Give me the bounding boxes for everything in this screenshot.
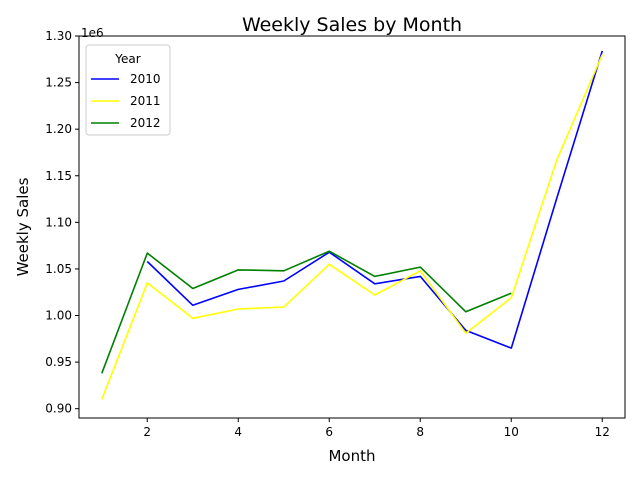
x-axis-label: Month bbox=[328, 447, 375, 465]
chart-title: Weekly Sales by Month bbox=[242, 14, 462, 36]
series-line-2010 bbox=[146, 50, 604, 349]
y-tick-label: 1.10 bbox=[45, 215, 72, 229]
y-tick-label: 1.30 bbox=[45, 29, 72, 43]
legend-items: 2010 2011 2012 bbox=[91, 72, 161, 130]
y-tick-label: 1.00 bbox=[45, 309, 72, 323]
y-tick-label: 1.25 bbox=[45, 76, 72, 90]
series-lines bbox=[101, 50, 604, 400]
x-tick-label: 12 bbox=[595, 425, 610, 439]
y-axis-offset-label: 1e6 bbox=[81, 26, 104, 40]
x-tick-label: 10 bbox=[504, 425, 519, 439]
x-tick-label: 4 bbox=[234, 425, 242, 439]
legend: Year 2010 2011 2012 bbox=[85, 44, 171, 136]
y-tick-label: 1.20 bbox=[45, 122, 72, 136]
y-axis-label: Weekly Sales bbox=[14, 177, 32, 276]
y-tick-label: 0.90 bbox=[45, 402, 72, 416]
legend-label-2012: 2012 bbox=[130, 116, 161, 130]
series-line-2012 bbox=[101, 250, 512, 374]
x-axis-ticks: 2 4 6 8 10 12 bbox=[143, 418, 610, 439]
legend-label-2010: 2010 bbox=[130, 72, 161, 86]
x-tick-label: 8 bbox=[416, 425, 424, 439]
series-line-2011 bbox=[101, 54, 604, 400]
x-tick-label: 6 bbox=[325, 425, 333, 439]
legend-label-2011: 2011 bbox=[130, 94, 161, 108]
y-tick-label: 1.15 bbox=[45, 169, 72, 183]
y-axis-ticks: 0.90 0.95 1.00 1.05 1.10 1.15 1.20 1.25 1.30 bbox=[45, 29, 79, 416]
x-tick-label: 2 bbox=[143, 425, 151, 439]
y-tick-label: 0.95 bbox=[45, 355, 72, 369]
legend-title: Year bbox=[114, 52, 140, 66]
y-tick-label: 1.05 bbox=[45, 262, 72, 276]
plot-area-frame bbox=[78, 35, 626, 419]
legend-box bbox=[85, 44, 171, 136]
